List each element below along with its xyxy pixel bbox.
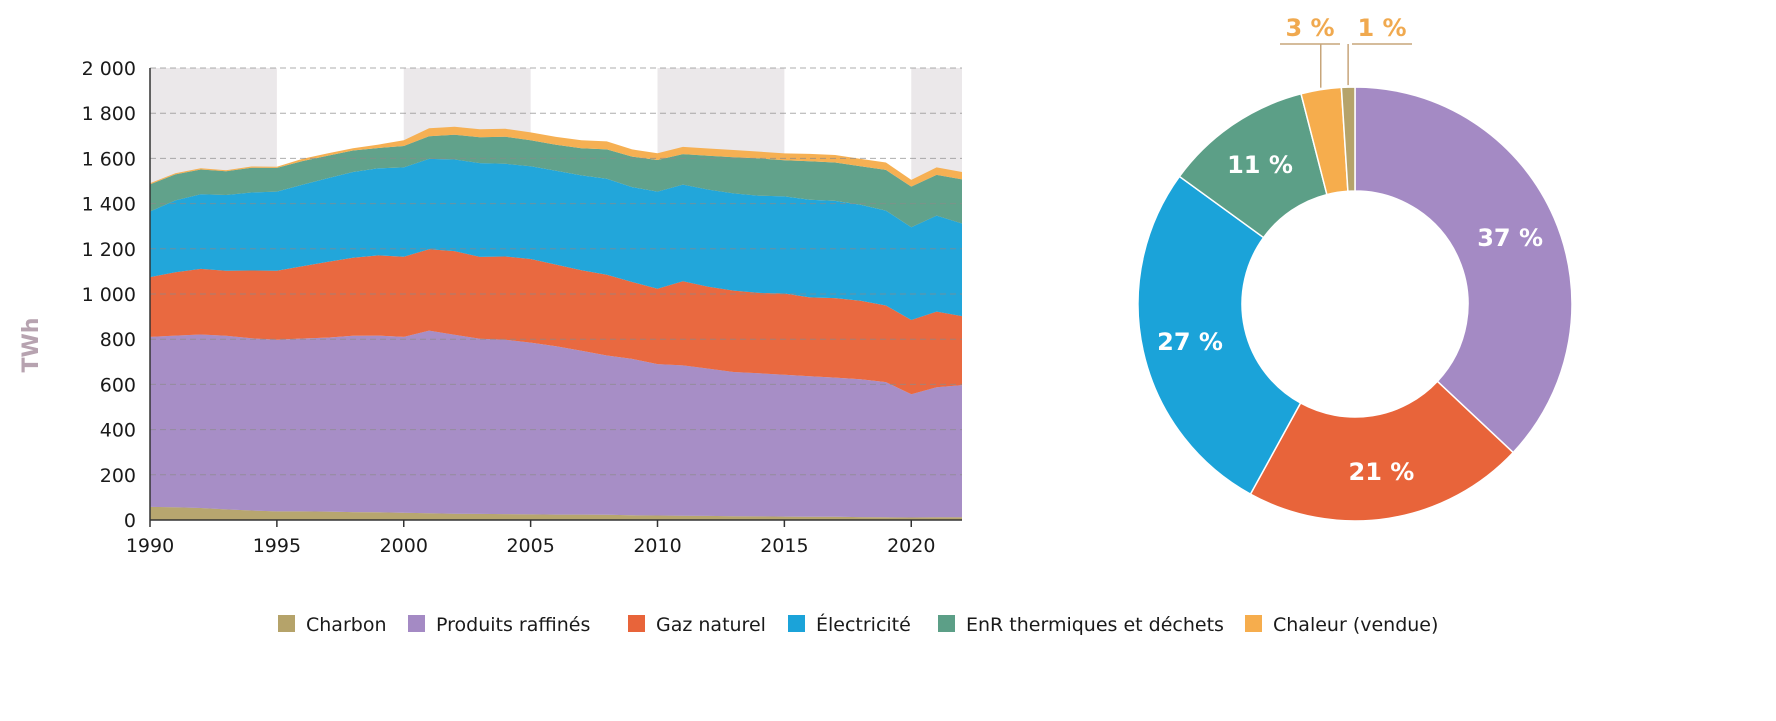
x-tick-label: 2000: [380, 535, 428, 557]
x-tick-label: 2020: [887, 535, 935, 557]
slice-electricite: [1137, 175, 1302, 496]
slice-gaz-naturel: [1249, 380, 1515, 522]
legend-swatch: [788, 615, 805, 632]
x-tick-label: 2005: [506, 535, 554, 557]
area-enr-thermiques-et-dechets: [150, 134, 962, 228]
legend-swatch: [628, 615, 645, 632]
y-tick-label: 800: [100, 329, 136, 351]
legend: Charbon Produits raffinés Gaz naturel Élect…: [278, 613, 1438, 636]
area-electricite: [150, 158, 962, 320]
y-tick-label: 1 400: [82, 194, 136, 216]
legend-swatch: [278, 615, 295, 632]
x-tick-label: 1995: [253, 535, 301, 557]
legend-swatch: [408, 615, 425, 632]
area-produits-raffines: [150, 330, 962, 518]
stacked-area-chart: 0 200 400 600 800 1 000 1 200 1 400 1 600 1 800 2 …: [19, 58, 962, 557]
legend-item-produits-raffines: Produits raffinés: [408, 614, 590, 636]
area-series-group: [150, 126, 962, 520]
y-tick-label: 1 800: [82, 103, 136, 125]
area-gaz-naturel: [150, 249, 962, 395]
legend-swatch: [1245, 615, 1262, 632]
y-axis-label: TWh: [19, 318, 44, 373]
legend-label: Produits raffinés: [436, 614, 590, 636]
area-charbon: [150, 506, 962, 520]
legend-item-enr-thermiques-et-dechets: EnR thermiques et déchets: [938, 614, 1224, 636]
slice-label: 27 %: [1157, 328, 1223, 356]
donut-chart: 37 % 21 % 27 % 11 % 3 % 1 %: [1137, 14, 1573, 522]
slice-label-outside: 1 %: [1357, 14, 1406, 42]
slice-label: 11 %: [1227, 151, 1293, 179]
y-tick-labels: 0 200 400 600 800 1 000 1 200 1 400 1 600 1 800 2 …: [82, 58, 136, 532]
slice-produits-raffines: [1354, 86, 1573, 454]
legend-label: Chaleur (vendue): [1273, 614, 1438, 636]
y-tick-label: 0: [124, 510, 136, 532]
x-tick-labels: 1990 1995 2000 2005 2010 2015 2020: [126, 535, 936, 557]
y-tick-label: 1 000: [82, 284, 136, 306]
slice-charbon: [1340, 86, 1356, 193]
y-tick-label: 600: [100, 374, 136, 396]
legend-label: Charbon: [306, 614, 387, 636]
legend-item-charbon: Charbon: [278, 614, 387, 636]
y-tick-label: 1 600: [82, 148, 136, 170]
slice-label: 21 %: [1349, 458, 1415, 486]
x-tick-label: 2010: [633, 535, 681, 557]
legend-item-chaleur-vendue: Chaleur (vendue): [1245, 614, 1438, 636]
legend-item-gaz-naturel: Gaz naturel: [628, 614, 766, 636]
slice-label-outside: 3 %: [1285, 14, 1334, 42]
y-tick-label: 2 000: [82, 58, 136, 80]
axes: [149, 68, 962, 527]
legend-item-electricite: Électricité: [788, 613, 911, 636]
y-tick-label: 400: [100, 420, 136, 442]
slice-label: 37 %: [1477, 224, 1543, 252]
legend-label: EnR thermiques et déchets: [966, 614, 1224, 636]
y-tick-label: 1 200: [82, 239, 136, 261]
legend-label: Gaz naturel: [656, 614, 766, 636]
legend-swatch: [938, 615, 955, 632]
legend-label: Électricité: [816, 613, 911, 636]
gridlines: [150, 67, 962, 476]
x-tick-label: 2015: [760, 535, 808, 557]
x-tick-label: 1990: [126, 535, 174, 557]
y-tick-label: 200: [100, 465, 136, 487]
area-chaleur-vendue: [150, 126, 962, 187]
